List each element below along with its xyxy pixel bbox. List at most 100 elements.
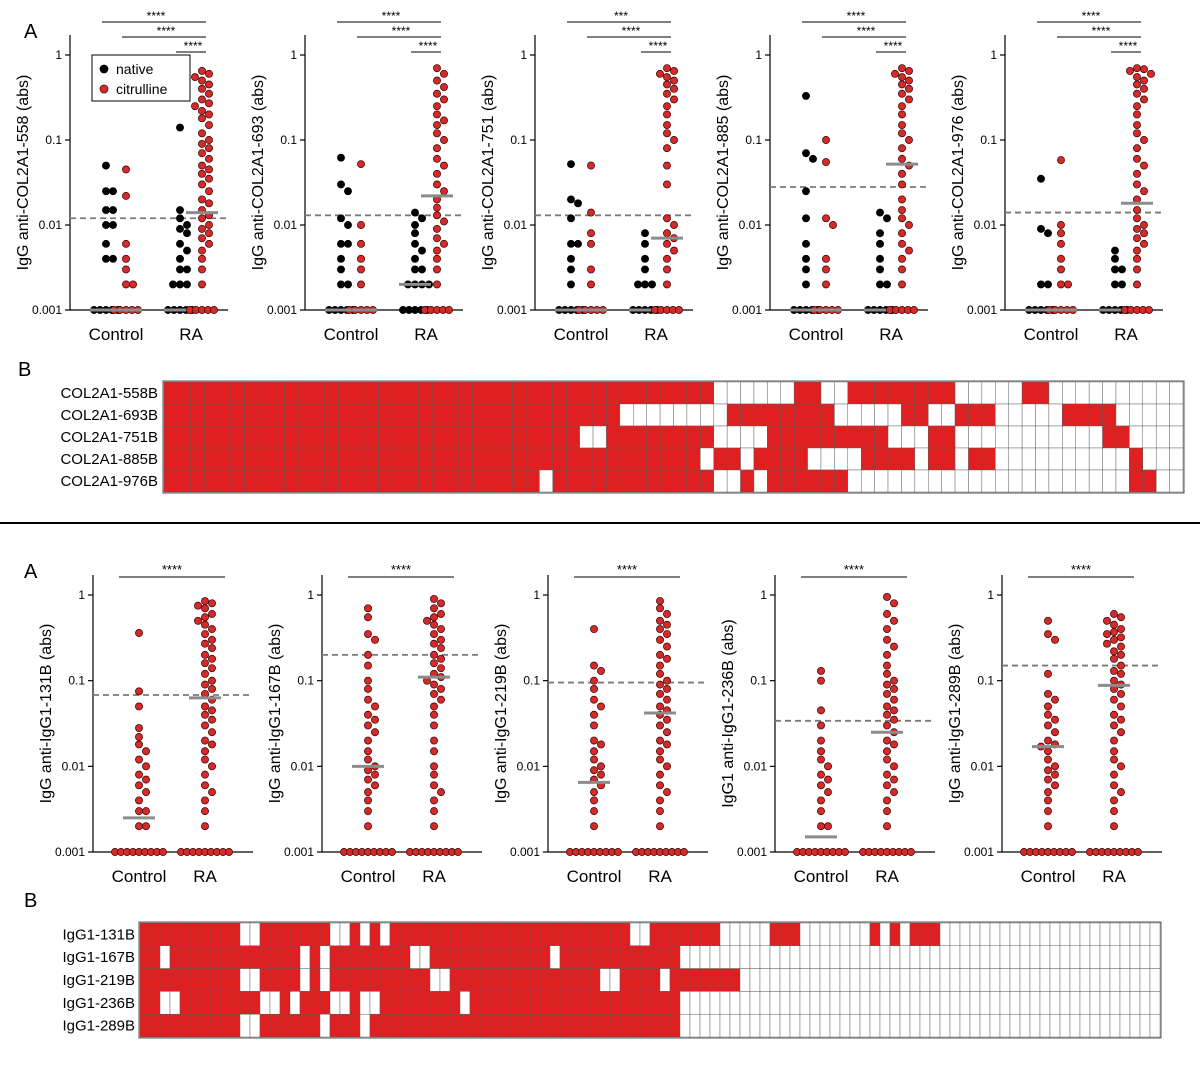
- heatmap-cell: [1088, 447, 1103, 471]
- citrulline-point: [430, 807, 438, 816]
- heatmap-cell: [369, 1013, 381, 1038]
- heatmap-cell: [209, 1013, 221, 1038]
- heatmap-cell: [901, 403, 916, 427]
- heatmap-cell: [949, 991, 961, 1015]
- citrulline-point: [1051, 635, 1059, 644]
- citrulline-point: [1110, 710, 1118, 719]
- native-point: [411, 221, 419, 229]
- heatmap-cell: [1019, 945, 1031, 969]
- citrulline-point: [364, 747, 372, 756]
- heatmap-cell: [177, 425, 192, 449]
- heatmap-cell: [673, 425, 688, 449]
- heatmap-cell: [941, 447, 956, 471]
- heatmap-cell: [409, 922, 421, 947]
- heatmap-cell: [859, 922, 871, 947]
- heatmap-cell: [559, 922, 571, 947]
- heatmap-cell: [799, 1013, 811, 1038]
- x-tick-label: Control: [341, 867, 396, 886]
- citrulline-point: [817, 796, 825, 805]
- heatmap-cell: [566, 469, 580, 493]
- heatmap-cell: [860, 403, 875, 427]
- heatmap-cell: [419, 1013, 431, 1038]
- citrulline-point: [1140, 95, 1148, 104]
- heatmap-frame: [162, 380, 1185, 494]
- heatmap-cell: [928, 381, 942, 405]
- citrulline-point: [890, 740, 898, 749]
- heatmap-cell: [759, 991, 771, 1015]
- heatmap-cell: [1075, 425, 1090, 449]
- y-tick-label: 0.1: [977, 674, 994, 688]
- native-point: [567, 265, 575, 274]
- heatmap-cell: [190, 447, 205, 471]
- citrulline-point: [122, 254, 130, 263]
- citrulline-point: [433, 265, 441, 274]
- heatmap-cell: [793, 447, 808, 471]
- heatmap-cell: [1119, 922, 1131, 947]
- citrulline-point: [883, 721, 891, 730]
- citrulline-point: [433, 154, 441, 163]
- heatmap-cell: [469, 922, 481, 947]
- citrulline-point: [135, 740, 143, 749]
- citrulline-point: [1068, 848, 1076, 856]
- citrulline-point: [910, 306, 918, 314]
- heatmap-cell: [869, 968, 881, 992]
- native-point: [876, 229, 884, 238]
- heatmap-cell: [941, 403, 956, 427]
- heatmap-cell: [431, 447, 446, 471]
- heatmap-cell: [749, 968, 761, 992]
- citrulline-point: [905, 221, 913, 229]
- citrulline-point: [122, 280, 130, 289]
- heatmap-cell: [860, 381, 875, 405]
- citrulline-point: [590, 661, 598, 670]
- heatmap-cell: [391, 469, 406, 493]
- heatmap-cell: [709, 1013, 721, 1038]
- citrulline-point: [1057, 239, 1065, 248]
- heatmap-cell: [163, 403, 178, 427]
- citrulline-point: [201, 680, 209, 689]
- heatmap-cell: [928, 425, 942, 449]
- heatmap-cell: [552, 425, 567, 449]
- heatmap-cell: [499, 945, 511, 969]
- heatmap-cell: [979, 922, 991, 947]
- citrulline-point: [590, 676, 598, 685]
- significance-label: ****: [847, 9, 866, 23]
- heatmap-cell: [819, 945, 831, 969]
- citrulline-point: [142, 762, 150, 771]
- native-point: [1111, 280, 1119, 289]
- heatmap-cell: [659, 447, 674, 471]
- citrulline-point: [656, 689, 664, 698]
- heatmap-cell: [459, 945, 471, 969]
- heatmap-cell: [284, 447, 299, 471]
- citrulline-point: [1117, 702, 1125, 711]
- citrulline-point: [1110, 736, 1118, 745]
- heatmap-cell: [189, 991, 201, 1015]
- heatmap-cell: [909, 922, 921, 947]
- heatmap-cell: [409, 991, 421, 1015]
- heatmap-cell: [739, 1013, 751, 1038]
- citrulline-point: [122, 239, 130, 248]
- heatmap-cell: [279, 1013, 291, 1038]
- heatmap-cell: [339, 1013, 351, 1038]
- heatmap-cell: [1008, 469, 1023, 493]
- citrulline-point: [198, 95, 206, 104]
- heatmap-cell: [829, 1013, 841, 1038]
- citrulline-point: [670, 95, 678, 104]
- y-tick-label: 1: [290, 48, 297, 62]
- heatmap-cell: [1009, 922, 1021, 947]
- heatmap-cell: [759, 922, 771, 947]
- heatmap-cell: [329, 968, 341, 992]
- heatmap-cell: [819, 968, 831, 992]
- heatmap-cell: [569, 1013, 581, 1038]
- citrulline-point: [430, 639, 438, 648]
- heatmap-cell: [509, 922, 521, 947]
- heatmap-cell: [780, 447, 795, 471]
- heatmap-cell: [847, 469, 862, 493]
- x-tick-label: RA: [422, 867, 446, 886]
- citrulline-point: [1117, 669, 1125, 678]
- heatmap-cell: [954, 425, 969, 449]
- heatmap-cell: [431, 403, 446, 427]
- heatmap-cell: [820, 403, 835, 427]
- y-tick-label: 0.001: [967, 303, 997, 317]
- citrulline-point: [890, 599, 898, 608]
